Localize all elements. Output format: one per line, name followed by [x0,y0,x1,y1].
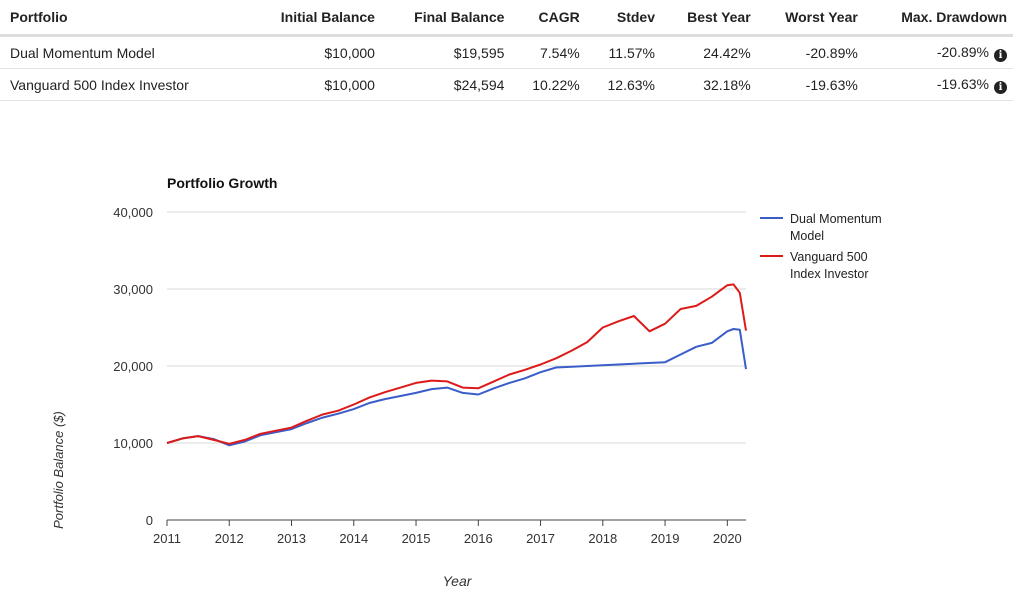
y-tick-label: 40,000 [113,205,153,220]
x-tick-label: 2013 [277,531,306,546]
y-tick-label: 10,000 [113,436,153,451]
y-tick-label: 0 [146,513,153,528]
legend-label-vanguard[interactable]: Vanguard 500 Index Investor [790,250,869,281]
x-tick-label: 2020 [713,531,742,546]
drawdown-value: -19.63% [936,75,989,92]
cell-portfolio: Vanguard 500 Index Investor [0,68,247,101]
x-tick-label: 2011 [153,531,181,546]
cell-initial-balance: $10,000 [246,35,381,69]
cell-max-drawdown: -19.63% i [863,68,1013,101]
y-tick-label: 20,000 [113,359,153,374]
cell-final-balance: $19,595 [380,35,511,69]
chart-title: Portfolio Growth [167,175,277,191]
table-row: Dual Momentum Model $10,000 $19,595 7.54… [0,35,1013,69]
series-line-vanguard [166,283,747,445]
header-cagr: CAGR [510,0,586,37]
x-tick-label: 2017 [526,531,555,546]
info-circle-icon[interactable]: i [994,80,1007,94]
table-row: Vanguard 500 Index Investor $10,000 $24,… [0,68,1013,101]
cell-best-year: 24.42% [661,35,757,69]
portfolio-summary-table: Portfolio Initial Balance Final Balance … [0,0,1013,101]
cell-stdev: 12.63% [585,68,661,101]
series-line-dual-momentum [166,328,747,447]
legend-label-dual-momentum[interactable]: Dual Momentum Model [790,212,882,243]
header-stdev: Stdev [585,0,661,37]
cell-worst-year: -20.89% [756,35,864,69]
header-portfolio: Portfolio [0,0,247,37]
x-tick-label: 2012 [215,531,244,546]
y-tick-label: 30,000 [113,282,153,297]
cell-worst-year: -19.63% [756,68,864,101]
portfolio-growth-chart: Portfolio Growth 0 10,000 20,000 30,000 40,0… [51,175,882,589]
cell-best-year: 32.18% [661,68,757,101]
x-axis-ticks: 2011 2012 2013 2014 2015 2016 2017 2018 2019 2020 [153,520,742,546]
header-final-balance: Final Balance [380,0,511,37]
x-tick-label: 2015 [402,531,431,546]
header-initial-balance: Initial Balance [246,0,381,37]
y-axis-label: Portfolio Balance ($) [51,411,66,529]
drawdown-value: -20.89% [936,43,989,60]
header-max-drawdown: Max. Drawdown [863,0,1013,37]
cell-max-drawdown: -20.89% i [863,35,1013,69]
x-tick-label: 2019 [651,531,680,546]
x-axis-label: Year [443,573,473,589]
header-best-year: Best Year [661,0,757,37]
chart-legend: Dual Momentum Model Vanguard 500 Index Inv… [760,212,882,281]
table-header-row: Portfolio Initial Balance Final Balance … [0,0,1013,37]
header-worst-year: Worst Year [756,0,864,37]
y-axis-ticks: 0 10,000 20,000 30,000 40,000 [113,205,153,528]
x-tick-label: 2018 [588,531,617,546]
cell-cagr: 10.22% [510,68,586,101]
x-tick-label: 2016 [464,531,493,546]
cell-initial-balance: $10,000 [246,68,381,101]
cell-final-balance: $24,594 [380,68,511,101]
chart-series [166,283,747,447]
cell-portfolio: Dual Momentum Model [0,35,247,69]
cell-stdev: 11.57% [585,35,661,69]
x-tick-label: 2014 [339,531,368,546]
cell-cagr: 7.54% [510,35,586,69]
info-circle-icon[interactable]: i [994,48,1007,62]
chart-gridlines [167,211,746,521]
